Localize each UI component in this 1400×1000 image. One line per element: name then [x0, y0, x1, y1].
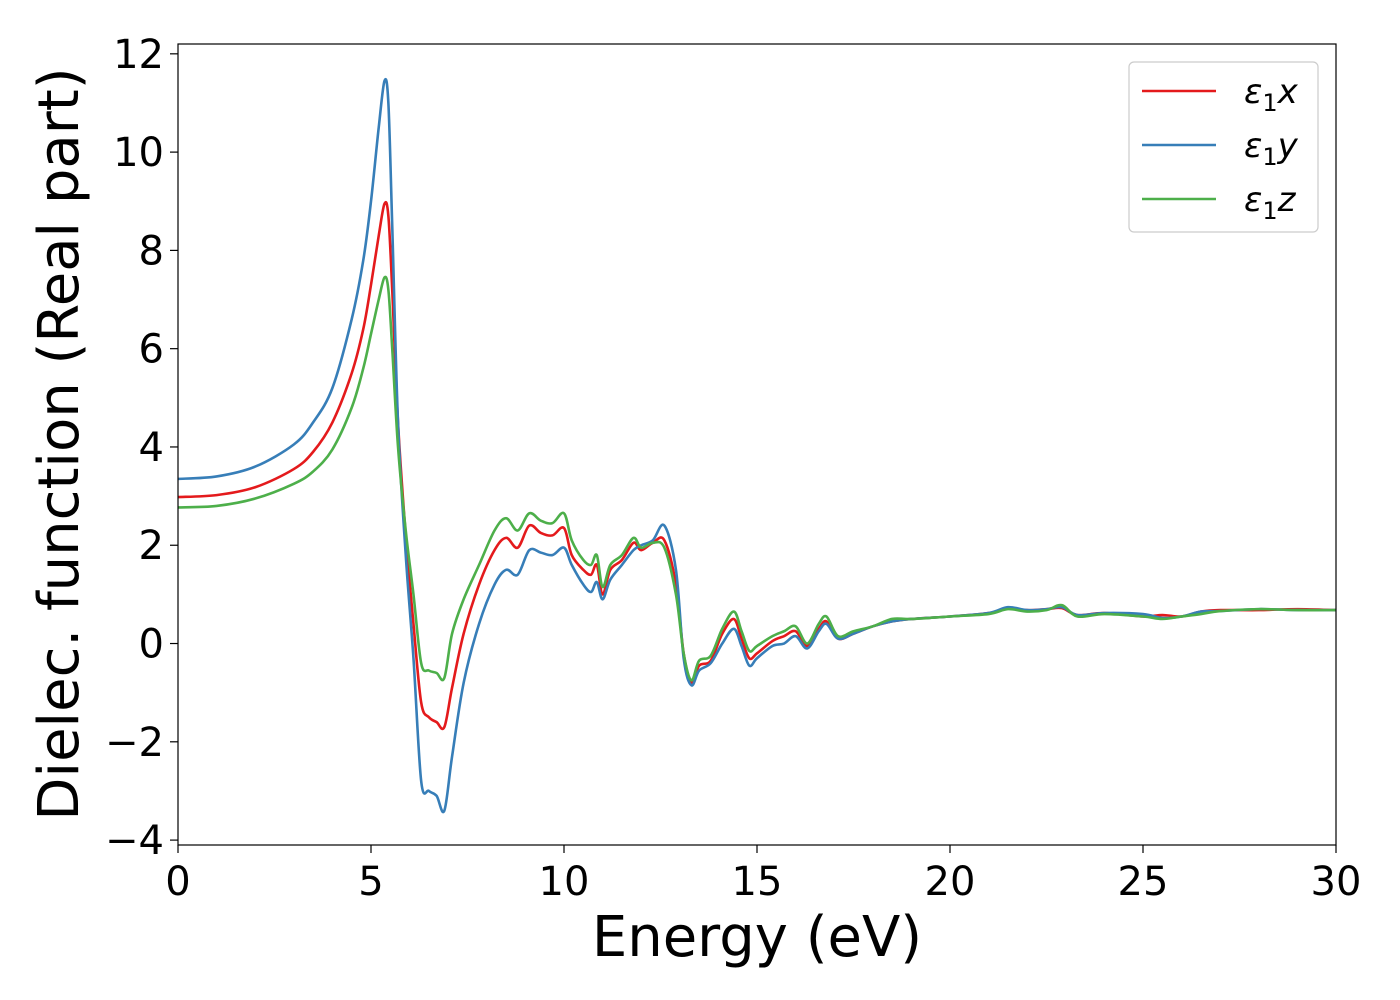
legend-item-z: ε1z: [1142, 180, 1297, 225]
legend-label: ε1y: [1244, 126, 1299, 171]
x-tick-label: 10: [539, 859, 590, 905]
x-tick-label: 20: [925, 859, 976, 905]
x-tick-label: 25: [1118, 859, 1169, 905]
y-tick-label: 6: [139, 327, 164, 373]
legend: ε1x ε1y ε1z: [1128, 61, 1319, 233]
y-tick-label: −4: [105, 818, 164, 864]
series-layer: [178, 77, 1336, 814]
legend-item-y: ε1y: [1142, 126, 1299, 171]
y-axis-title: Dielec. function (Real part): [27, 67, 92, 820]
y-tick-label: 8: [139, 228, 164, 274]
x-tick-label: 5: [358, 859, 383, 905]
x-tick-label: 30: [1311, 859, 1362, 905]
y-axis: −4 −2 0 2 4 6 8 10 12: [105, 32, 178, 864]
y-tick-label: 10: [113, 130, 164, 176]
x-tick-label: 0: [165, 859, 190, 905]
series-line-y: [178, 77, 1336, 814]
legend-box: [1128, 61, 1319, 233]
legend-item-x: ε1x: [1142, 72, 1299, 117]
legend-label: ε1x: [1244, 72, 1299, 117]
y-tick-label: 2: [139, 523, 164, 569]
x-axis-title: Energy (eV): [592, 905, 922, 970]
y-tick-label: −2: [105, 720, 164, 766]
y-tick-label: 12: [113, 32, 164, 78]
x-tick-label: 15: [732, 859, 783, 905]
legend-label: ε1z: [1244, 180, 1297, 225]
series-line-z: [178, 275, 1336, 682]
x-axis: 0 5 10 15 20 25 30: [165, 845, 1361, 905]
y-tick-label: 0: [139, 622, 164, 668]
y-tick-label: 4: [139, 425, 164, 471]
